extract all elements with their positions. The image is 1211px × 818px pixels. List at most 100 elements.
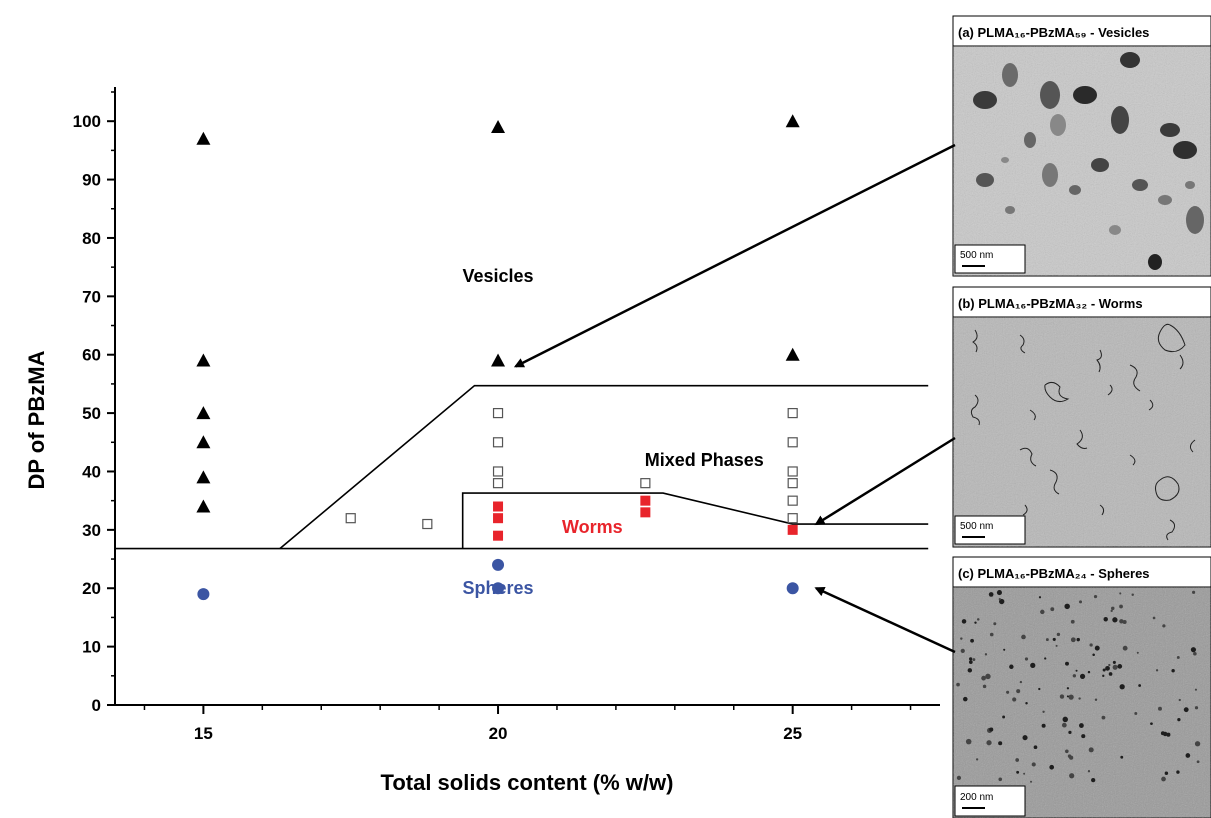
sphere-dot bbox=[970, 638, 974, 643]
sphere-circle-marker bbox=[492, 558, 505, 571]
sphere-dot bbox=[1069, 773, 1075, 779]
sphere-dot bbox=[1019, 680, 1023, 684]
sphere-dot bbox=[969, 657, 973, 661]
mixed-phase-square-marker bbox=[345, 513, 356, 524]
sphere-dot bbox=[1061, 722, 1067, 728]
sphere-dot bbox=[956, 775, 962, 781]
sphere-dot bbox=[998, 597, 1001, 601]
sphere-dot bbox=[996, 590, 1002, 596]
sphere-dot bbox=[1044, 657, 1047, 660]
mixed-phase-square-marker bbox=[492, 466, 504, 477]
sphere-dot bbox=[1033, 745, 1038, 750]
sphere-dot bbox=[1076, 637, 1080, 642]
vesicle-triangle-marker bbox=[196, 435, 211, 449]
mixed-phase-square-marker bbox=[787, 466, 798, 477]
sphere-dot bbox=[1166, 732, 1171, 737]
sphere-dot bbox=[1119, 592, 1122, 595]
y-tick-label: 20 bbox=[82, 579, 101, 598]
sphere-dot bbox=[968, 660, 973, 664]
sphere-dot bbox=[1021, 634, 1026, 640]
sphere-dot bbox=[1119, 684, 1125, 690]
sphere-dot bbox=[1112, 664, 1118, 670]
sphere-dot bbox=[1065, 661, 1069, 666]
sphere-dot bbox=[1176, 770, 1180, 774]
sphere-dot bbox=[1138, 684, 1142, 687]
sphere-dot bbox=[1120, 755, 1124, 759]
sphere-dot bbox=[1009, 664, 1014, 670]
sphere-dot bbox=[1150, 722, 1153, 726]
sphere-dot bbox=[1012, 697, 1017, 702]
sphere-dot bbox=[1158, 706, 1162, 711]
callout-arrow bbox=[814, 587, 956, 654]
sphere-dot bbox=[1183, 707, 1189, 713]
sphere-dot bbox=[1089, 643, 1093, 647]
mixed-phase-square-marker bbox=[422, 518, 433, 530]
sphere-dot bbox=[985, 673, 991, 680]
sphere-dot bbox=[1091, 777, 1096, 783]
sphere-dot bbox=[1056, 632, 1061, 637]
sphere-dot bbox=[1152, 616, 1156, 620]
vesicle-triangle-marker bbox=[196, 499, 211, 513]
sphere-dot bbox=[1196, 760, 1200, 764]
sphere-dot bbox=[1094, 698, 1098, 701]
sphere-dot bbox=[1190, 647, 1197, 653]
sphere-dot bbox=[1092, 653, 1095, 657]
sphere-dot bbox=[1162, 731, 1168, 737]
sphere-dot bbox=[1002, 715, 1006, 719]
sphere-dot bbox=[1050, 607, 1055, 612]
sphere-dot bbox=[1177, 718, 1181, 722]
worm-square-marker bbox=[640, 507, 651, 518]
sphere-dot bbox=[1192, 590, 1196, 594]
sphere-dot bbox=[963, 696, 968, 702]
sphere-dot bbox=[967, 668, 973, 673]
y-tick-label: 10 bbox=[82, 638, 101, 657]
panel-a-title: (a) PLMA₁₆-PBzMA₅₉ - Vesicles bbox=[958, 25, 1149, 40]
sphere-dot bbox=[1112, 617, 1118, 623]
sphere-dot bbox=[1161, 776, 1166, 782]
phase-boundary-line bbox=[279, 384, 929, 550]
sphere-dot bbox=[1062, 716, 1068, 723]
sphere-dot bbox=[1162, 624, 1166, 628]
region-label: Vesicles bbox=[462, 266, 533, 286]
sphere-dot bbox=[956, 682, 960, 687]
x-tick-label: 15 bbox=[194, 724, 213, 743]
sphere-dot bbox=[1194, 741, 1201, 747]
sphere-dot bbox=[1025, 701, 1028, 705]
sphere-dot bbox=[960, 648, 965, 653]
sphere-dot bbox=[1030, 780, 1033, 783]
sphere-dot bbox=[1072, 674, 1077, 678]
mixed-phase-square-marker bbox=[787, 495, 798, 506]
sphere-dot bbox=[1003, 648, 1006, 651]
sphere-dot bbox=[1068, 730, 1072, 734]
sphere-dot bbox=[1070, 619, 1075, 624]
sphere-dot bbox=[1087, 670, 1091, 674]
mixed-phase-square-marker bbox=[640, 478, 651, 489]
sphere-particles bbox=[956, 590, 1201, 783]
sphere-dot bbox=[1094, 645, 1100, 651]
mixed-phase-square-marker bbox=[787, 478, 798, 489]
sphere-dot bbox=[998, 741, 1003, 746]
phase-boundary-line bbox=[461, 492, 929, 549]
worm-clusters bbox=[970, 323, 1196, 541]
sphere-dot bbox=[1136, 651, 1139, 654]
sphere-dot bbox=[974, 621, 977, 624]
mixed-phase-square-marker bbox=[787, 437, 798, 448]
sphere-dot bbox=[1064, 603, 1070, 610]
callout-arrow bbox=[814, 436, 956, 526]
sphere-dot bbox=[1131, 593, 1134, 597]
callout-arrow bbox=[513, 143, 956, 368]
sphere-dot bbox=[1110, 609, 1113, 613]
y-tick-label: 0 bbox=[92, 696, 101, 715]
sphere-dot bbox=[1088, 747, 1094, 753]
sphere-dot bbox=[1193, 651, 1197, 656]
sphere-dot bbox=[1067, 754, 1072, 758]
sphere-dot bbox=[1079, 600, 1083, 604]
vesicle-triangle-marker bbox=[785, 347, 800, 361]
worm-square-marker bbox=[493, 530, 504, 541]
sphere-dot bbox=[981, 675, 986, 681]
sphere-dot bbox=[1066, 687, 1070, 690]
sphere-dot bbox=[1070, 637, 1076, 643]
sphere-dot bbox=[1102, 668, 1106, 672]
sphere-dot bbox=[1171, 669, 1175, 673]
